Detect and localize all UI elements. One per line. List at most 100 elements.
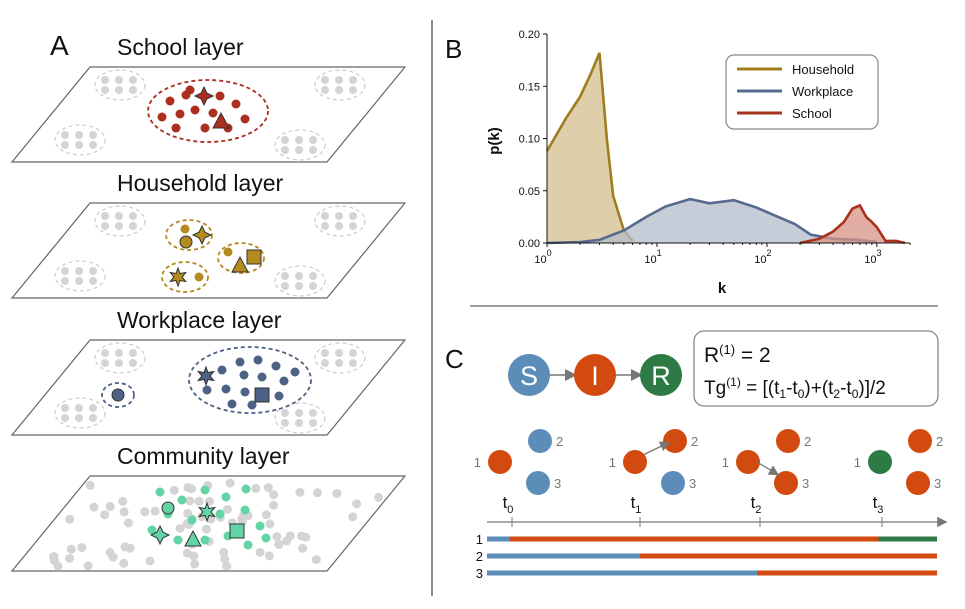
r-label: R: [651, 361, 671, 391]
node-dot: [53, 561, 63, 571]
node-dot: [185, 496, 195, 506]
state-bar-susceptible: [487, 570, 757, 576]
panel-a: A School layer Household layer Workplace l…: [10, 30, 407, 572]
node-dot: [61, 141, 69, 149]
legend-frame: [725, 54, 879, 130]
node-dot: [281, 419, 289, 427]
node-dot: [223, 247, 233, 257]
node-dot: [194, 496, 204, 506]
node-dot: [309, 419, 317, 427]
node-dot: [271, 361, 281, 371]
node-dot: [171, 123, 181, 133]
contact-node-3: [906, 471, 930, 495]
s-label: S: [520, 361, 538, 391]
contact-node-3: [774, 471, 798, 495]
node-dot: [101, 86, 109, 94]
node-dot: [295, 487, 305, 497]
node-dot: [61, 131, 69, 139]
node-dot: [66, 544, 76, 554]
row-label: 2: [476, 549, 483, 564]
node-dot: [235, 357, 245, 367]
node-dot: [274, 539, 284, 549]
node-dot: [243, 540, 253, 550]
node-dot: [61, 267, 69, 275]
series-area-school: [800, 205, 905, 243]
node-dot: [281, 282, 289, 290]
time-tick-label: t1: [631, 493, 642, 516]
diamond-icon: [193, 85, 215, 107]
node-dot: [215, 91, 225, 101]
node-dot: [349, 359, 357, 367]
background-group: [274, 402, 326, 434]
x-tick-label: 100: [534, 248, 551, 266]
diamond-icon: [149, 524, 171, 546]
node-dot: [190, 559, 200, 569]
node-number: 2: [691, 434, 698, 449]
node-dot: [309, 146, 317, 154]
node-number: 1: [474, 455, 481, 470]
node-dot: [61, 414, 69, 422]
household-plane: [10, 202, 407, 299]
node-dot: [61, 404, 69, 412]
node-dot: [297, 531, 307, 541]
node-dot: [217, 365, 227, 375]
node-dot: [335, 359, 343, 367]
node-dot: [115, 222, 123, 230]
node-dot: [155, 487, 165, 497]
node-dot: [349, 349, 357, 357]
node-dot: [120, 542, 130, 552]
layer-stack: School layer Household layer Workplace lay…: [10, 34, 407, 572]
node-dot: [77, 542, 87, 552]
node-dot: [165, 96, 175, 106]
node-dot: [101, 349, 109, 357]
node-dot: [200, 123, 210, 133]
star-icon: [197, 501, 217, 523]
background-group: [314, 205, 366, 237]
node-dot: [281, 146, 289, 154]
node-dot: [119, 558, 129, 568]
node-dot: [335, 349, 343, 357]
node-dot: [183, 482, 193, 492]
node-dot: [349, 86, 357, 94]
contact-node-2: [776, 429, 800, 453]
node-dot: [115, 86, 123, 94]
square-icon: [229, 523, 245, 539]
node-dot: [247, 400, 257, 410]
node-dot: [173, 535, 183, 545]
node-dot: [75, 141, 83, 149]
node-dot: [208, 108, 218, 118]
contact-node-1: [736, 450, 760, 474]
household-layer: Household layer: [10, 170, 407, 299]
y-tick-label: 0.05: [519, 186, 540, 198]
node-dot: [253, 355, 263, 365]
node-dot: [269, 500, 279, 510]
node-dot: [89, 131, 97, 139]
circle-icon: [111, 388, 125, 402]
panel-c: C S I R R(1) = 2 Tg(1) = [(t1-t0)+(t2-t0…: [445, 330, 948, 581]
circle-icon: [161, 501, 175, 515]
node-dot: [129, 212, 137, 220]
node-dot: [61, 277, 69, 285]
snapshot-t3: 1 2 3: [854, 429, 943, 495]
node-dot: [295, 282, 303, 290]
node-dot: [180, 224, 190, 234]
node-dot: [335, 86, 343, 94]
node-dot: [220, 554, 230, 564]
node-dot: [129, 86, 137, 94]
node-dot: [150, 506, 160, 516]
node-dot: [89, 414, 97, 422]
i-label: I: [591, 361, 599, 391]
node-dot: [321, 86, 329, 94]
node-dot: [222, 561, 232, 571]
node-dot: [263, 483, 273, 493]
background-group: [94, 342, 146, 374]
node-dot: [240, 387, 250, 397]
node-dot: [101, 212, 109, 220]
series-line-school: [799, 203, 906, 245]
node-dot: [264, 551, 274, 561]
state-bar-recovered: [878, 536, 937, 542]
node-dot: [101, 76, 109, 84]
legend: Household Workplace School: [725, 54, 879, 130]
timeline: t0 t1 t2 t3 1 2 3: [476, 493, 948, 581]
